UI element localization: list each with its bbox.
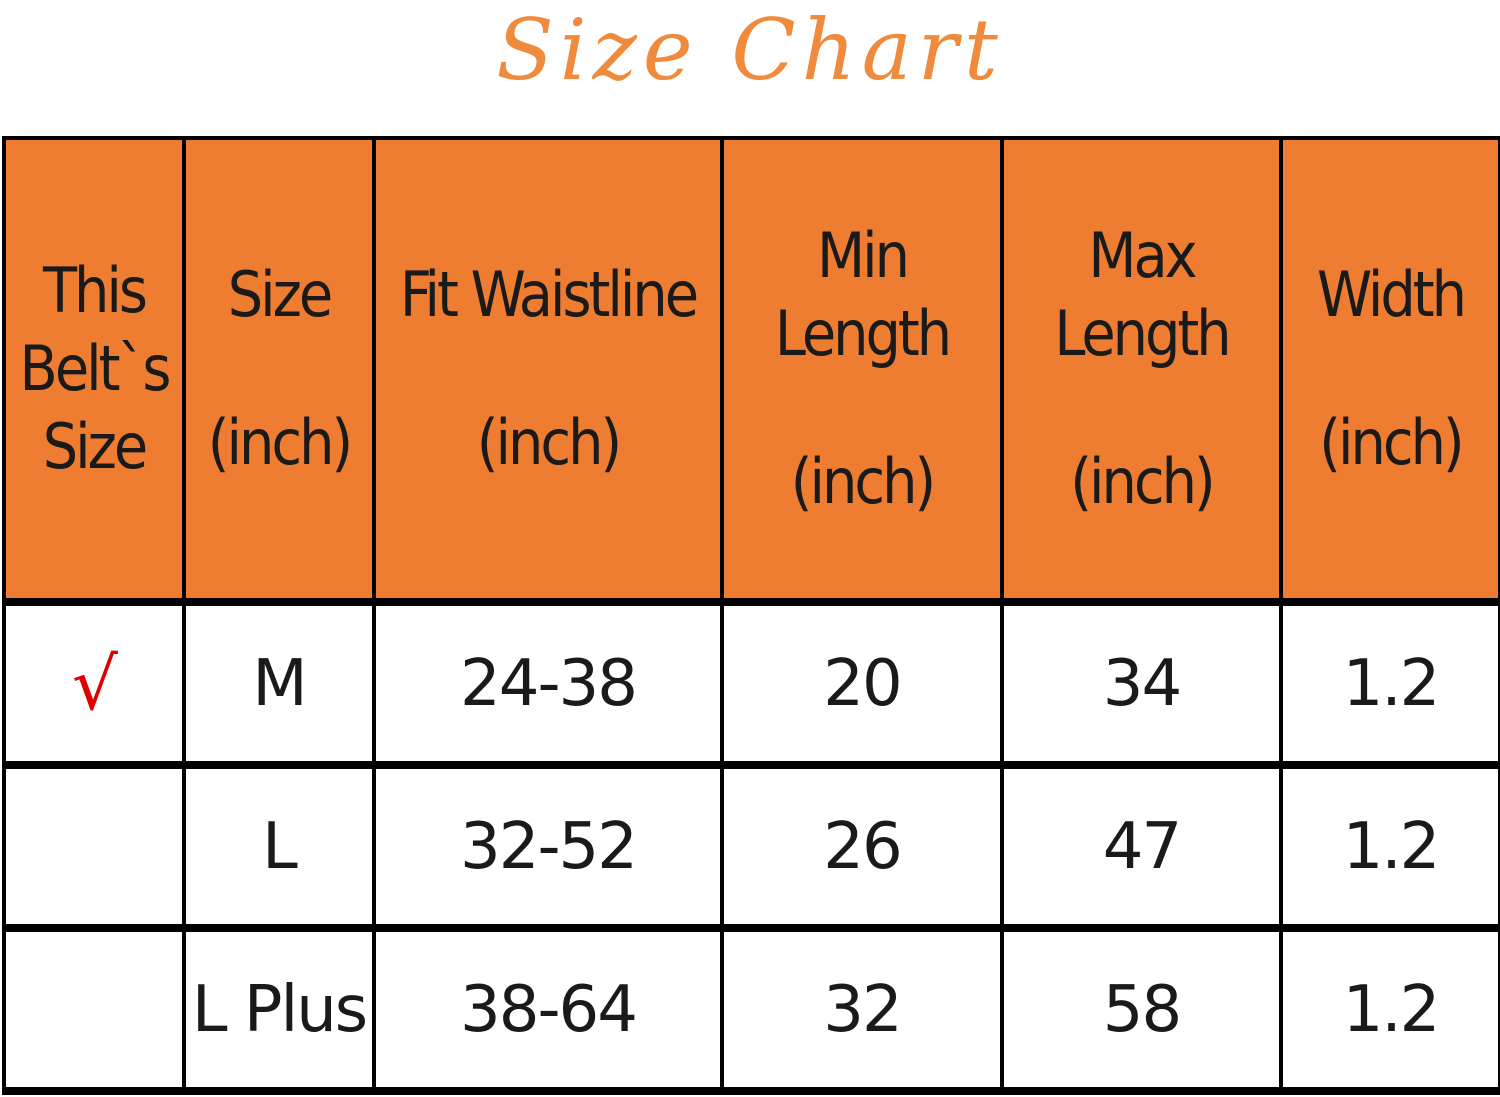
cell-width: 1.2	[1279, 763, 1500, 932]
header-text: Belt`s	[19, 332, 172, 405]
size-chart-table: This Belt`s Size Size (inch) Fit Waistli…	[2, 136, 1500, 1095]
cell-width: 1.2	[1279, 600, 1500, 769]
cell-size: M	[182, 600, 376, 769]
cell-waist: 32-52	[372, 763, 724, 932]
header-min-length: Min Length (inch)	[720, 136, 1004, 606]
header-text: Max Length	[1054, 219, 1231, 370]
cell-size: L Plus	[182, 926, 376, 1095]
header-max-length: Max Length (inch)	[1000, 136, 1283, 606]
header-unit: (inch)	[207, 406, 353, 479]
header-row: This Belt`s Size Size (inch) Fit Waistli…	[2, 136, 1500, 606]
cell-min-length: 20	[720, 600, 1004, 769]
cell-size: L	[182, 763, 376, 932]
cell-waist: 38-64	[372, 926, 724, 1095]
header-unit: (inch)	[790, 445, 936, 518]
header-text: Size	[42, 410, 149, 483]
cell-mark	[2, 763, 186, 932]
header-unit: (inch)	[476, 406, 622, 479]
cell-max-length: 58	[1000, 926, 1283, 1095]
header-unit: (inch)	[1070, 445, 1215, 518]
header-text: Min Length	[774, 219, 952, 370]
header-this-belts-size: This Belt`s Size	[2, 136, 186, 606]
check-mark-icon: √	[2, 600, 186, 769]
header-fit-waistline: Fit Waistline (inch)	[372, 136, 724, 606]
header-text: Fit Waistline	[399, 258, 699, 331]
cell-min-length: 26	[720, 763, 1004, 932]
header-text: Size	[227, 258, 334, 331]
header-text: Width	[1317, 258, 1467, 331]
header-size: Size (inch)	[182, 136, 376, 606]
header-unit: (inch)	[1319, 406, 1464, 479]
cell-waist: 24-38	[372, 600, 724, 769]
page-title: Size Chart	[496, 1, 1004, 99]
header-width: Width (inch)	[1279, 136, 1500, 606]
cell-max-length: 34	[1000, 600, 1283, 769]
cell-max-length: 47	[1000, 763, 1283, 932]
header-text: This	[43, 254, 148, 327]
table-row: √ M 24-38 20 34 1.2	[2, 600, 1500, 769]
table-row: L 32-52 26 47 1.2	[2, 763, 1500, 932]
cell-min-length: 32	[720, 926, 1004, 1095]
cell-mark	[2, 926, 186, 1095]
cell-width: 1.2	[1279, 926, 1500, 1095]
table-row: L Plus 38-64 32 58 1.2	[2, 926, 1500, 1095]
